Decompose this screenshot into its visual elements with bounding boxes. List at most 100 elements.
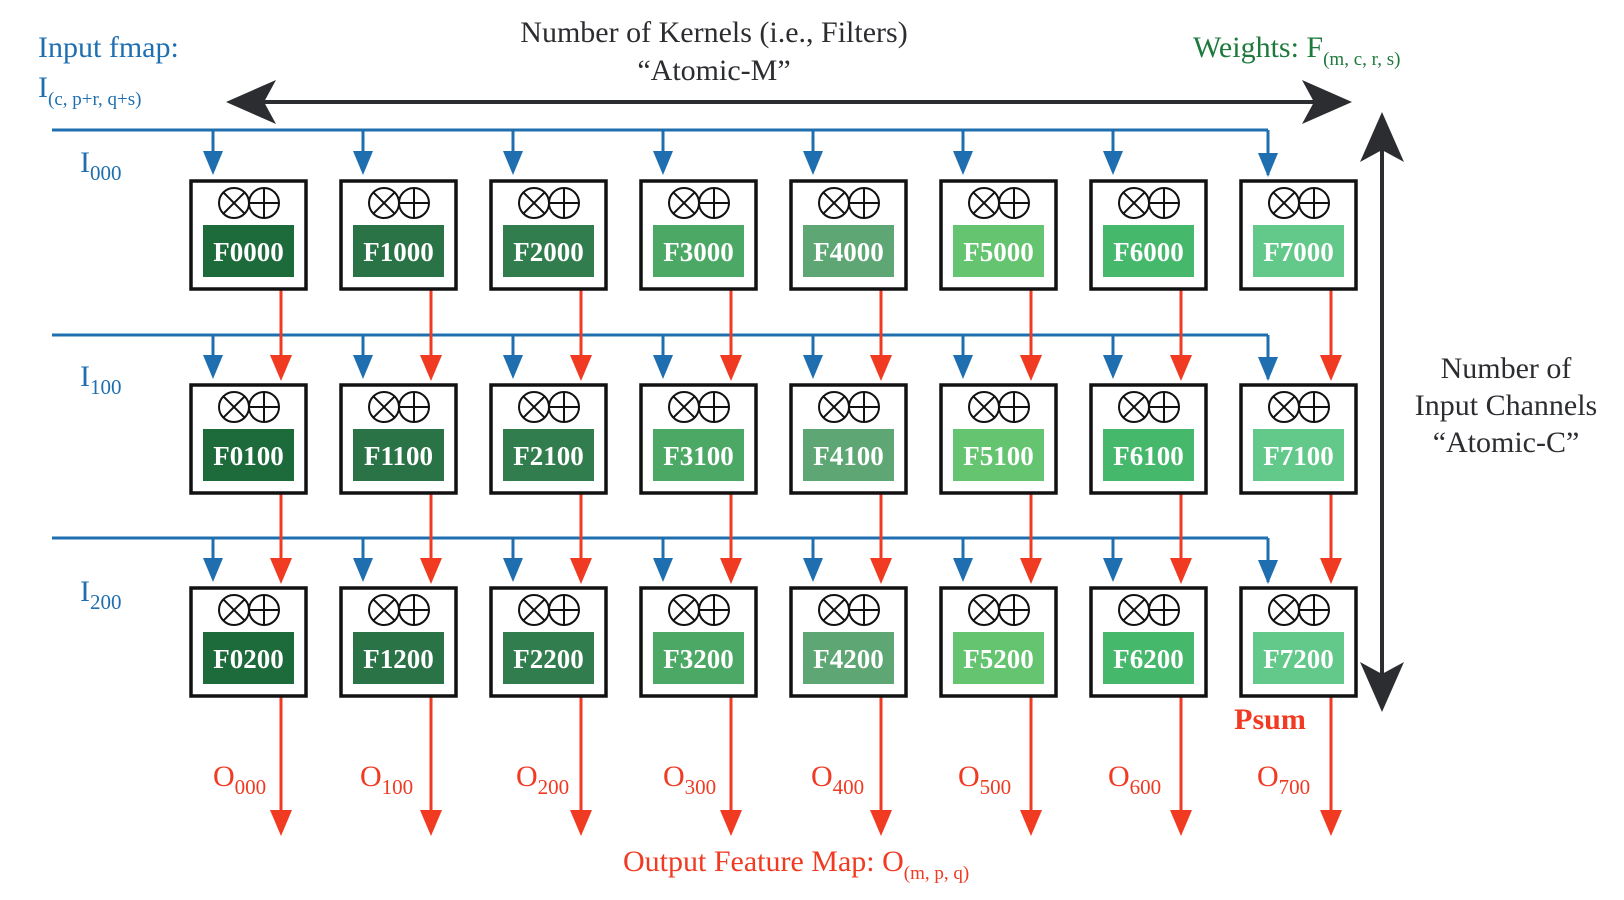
output-label: O100 bbox=[360, 760, 413, 799]
output-label: O200 bbox=[516, 760, 569, 799]
weight-label: F7000 bbox=[1263, 237, 1334, 267]
weight-label: F1100 bbox=[364, 441, 433, 471]
weight-register bbox=[1253, 429, 1344, 481]
add-icon bbox=[1148, 594, 1180, 626]
add-icon bbox=[248, 594, 280, 626]
pe-cell: F0200 bbox=[189, 586, 308, 698]
add-icon bbox=[698, 187, 730, 219]
add-icon bbox=[848, 391, 880, 423]
pe-cell: F2200 bbox=[489, 586, 608, 698]
weight-register bbox=[503, 429, 594, 481]
add-icon bbox=[998, 594, 1030, 626]
pe-cell: F3000 bbox=[639, 179, 758, 291]
weight-label: F3200 bbox=[663, 644, 734, 674]
psum-arrowhead bbox=[570, 355, 592, 381]
input-arrowhead bbox=[1103, 151, 1123, 175]
output-label: O000 bbox=[213, 760, 266, 799]
input-arrowhead bbox=[503, 355, 523, 379]
weight-label: F0100 bbox=[213, 441, 284, 471]
output-label-main: O bbox=[663, 760, 685, 793]
input-arrowhead bbox=[353, 355, 373, 379]
output-label-main: O bbox=[811, 760, 833, 793]
add-icon bbox=[848, 594, 880, 626]
psum-arrowhead bbox=[720, 355, 742, 381]
pe-cell: F1200 bbox=[339, 586, 458, 698]
input-arrowhead bbox=[353, 558, 373, 582]
output-label-sub: 300 bbox=[685, 775, 717, 799]
input-arrowhead bbox=[953, 151, 973, 175]
add-icon bbox=[548, 594, 580, 626]
input-arrowhead bbox=[1258, 357, 1278, 381]
output-label-sub: 000 bbox=[235, 775, 267, 799]
weight-register bbox=[353, 632, 444, 684]
output-fmap-label: Output Feature Map: O(m, p, q) bbox=[623, 845, 969, 884]
input-arrowhead bbox=[353, 151, 373, 175]
add-icon bbox=[548, 187, 580, 219]
weight-register bbox=[1253, 225, 1344, 277]
weight-register bbox=[803, 225, 894, 277]
weight-label: F6100 bbox=[1113, 441, 1184, 471]
output-label: O700 bbox=[1257, 760, 1310, 799]
input-row-label: I200 bbox=[80, 575, 122, 614]
psum-arrowhead bbox=[1320, 558, 1342, 584]
multiply-icon bbox=[668, 594, 700, 626]
input-arrowhead bbox=[503, 558, 523, 582]
input-row-label: I000 bbox=[80, 146, 122, 185]
weight-register bbox=[353, 225, 444, 277]
psum-arrowhead bbox=[570, 558, 592, 584]
weight-label: F3100 bbox=[663, 441, 734, 471]
add-icon bbox=[398, 391, 430, 423]
weight-register bbox=[653, 225, 744, 277]
pe-cell: F7100 bbox=[1239, 383, 1358, 495]
multiply-icon bbox=[368, 391, 400, 423]
weight-register bbox=[803, 429, 894, 481]
pe-cell: F2100 bbox=[489, 383, 608, 495]
input-arrowhead bbox=[203, 558, 223, 582]
output-label-sub: 600 bbox=[1130, 775, 1162, 799]
input-arrowhead bbox=[803, 355, 823, 379]
psum-arrowhead bbox=[270, 355, 292, 381]
psum-label: Psum bbox=[1234, 703, 1306, 736]
add-icon bbox=[1148, 187, 1180, 219]
channels-axis-label-1: Number of bbox=[1441, 352, 1572, 385]
input-fmap-notation: I(c, p+r, q+s) bbox=[38, 71, 141, 110]
output-label-main: O bbox=[360, 760, 382, 793]
weight-label: F0000 bbox=[213, 237, 284, 267]
psum-arrowhead bbox=[870, 355, 892, 381]
pe-grid: F0000 F1000 F2000 F3000 F4000 F5000 F6000 F7000… bbox=[189, 179, 1358, 698]
pe-cell: F5100 bbox=[939, 383, 1058, 495]
input-arrowhead bbox=[1258, 153, 1278, 177]
channels-axis-label-2: Input Channels bbox=[1415, 389, 1597, 422]
pe-cell: F6100 bbox=[1089, 383, 1208, 495]
weight-register bbox=[953, 429, 1044, 481]
kernels-axis-label: Number of Kernels (i.e., Filters) bbox=[520, 16, 907, 49]
input-arrowhead bbox=[653, 558, 673, 582]
psum-arrowhead bbox=[420, 355, 442, 381]
psum-arrowhead bbox=[270, 558, 292, 584]
multiply-icon bbox=[218, 187, 250, 219]
input-fmap-notation-main: I bbox=[38, 71, 48, 104]
input-arrowhead bbox=[1258, 560, 1278, 584]
weight-label: F4100 bbox=[813, 441, 884, 471]
psum-arrowhead bbox=[1170, 558, 1192, 584]
output-label-main: O bbox=[213, 760, 235, 793]
input-arrowhead bbox=[953, 558, 973, 582]
output-arrowhead bbox=[1020, 810, 1042, 836]
kernels-axis-sublabel: “Atomic-M” bbox=[637, 54, 790, 87]
output-label-main: O bbox=[1257, 760, 1279, 793]
output-label-sub: 700 bbox=[1279, 775, 1311, 799]
input-arrowhead bbox=[1103, 558, 1123, 582]
weight-register bbox=[353, 429, 444, 481]
weight-label: F1200 bbox=[363, 644, 434, 674]
input-row-label-main: I bbox=[80, 360, 90, 393]
output-label-main: O bbox=[516, 760, 538, 793]
add-icon bbox=[698, 594, 730, 626]
input-row-label-sub: 100 bbox=[90, 375, 122, 399]
weight-label: F5200 bbox=[963, 644, 1034, 674]
output-arrowhead bbox=[870, 810, 892, 836]
pe-cell: F0100 bbox=[189, 383, 308, 495]
output-arrowhead bbox=[270, 810, 292, 836]
add-icon bbox=[398, 594, 430, 626]
